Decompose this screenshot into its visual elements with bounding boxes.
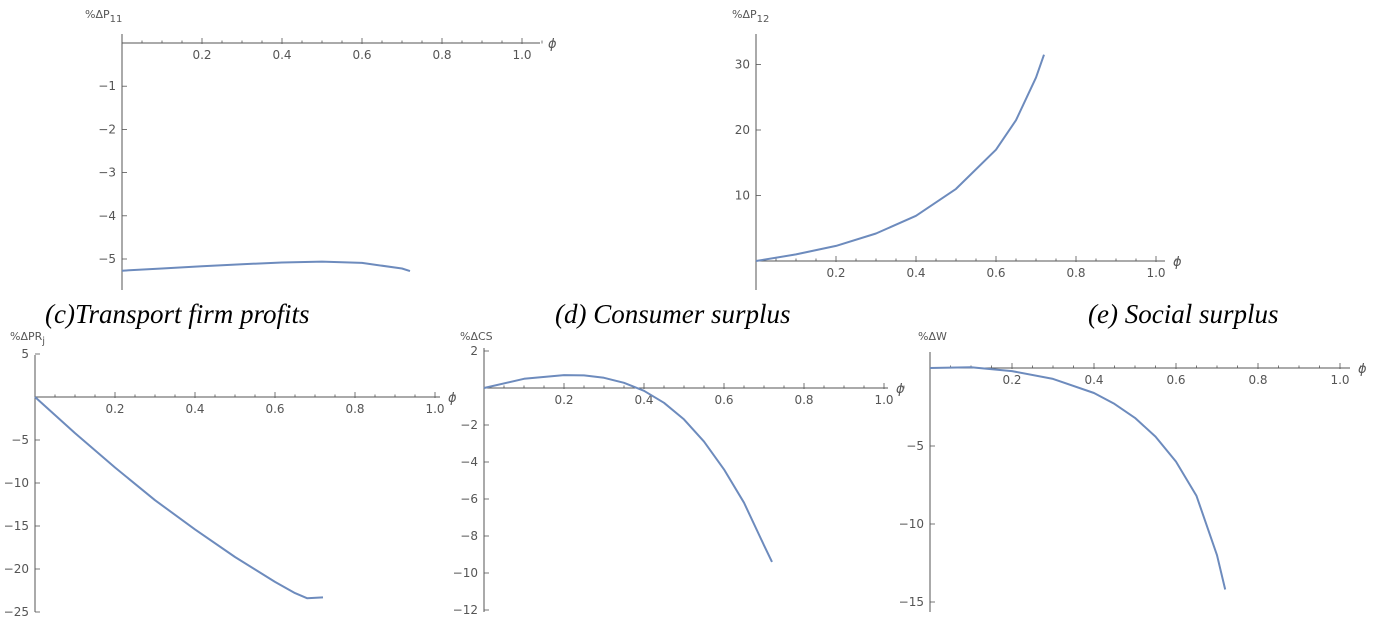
y-tick-label: −10 [4,476,29,490]
x-tick-label: 1.0 [512,48,531,62]
y-tick-label: −5 [98,252,116,266]
x-tick-label: 0.8 [1066,266,1085,280]
y-tick-label: −10 [453,566,478,580]
caption-consumer-surplus: (d) Consumer surplus [555,299,791,329]
x-tick-label: 0.4 [185,402,204,416]
y-axis-label: %ΔCS [460,330,493,343]
y-tick-label: −2 [460,418,478,432]
y-axis-label: %ΔPRj [10,330,45,347]
y-tick-label: −15 [4,519,29,533]
caption-social-surplus: (e) Social surplus [1088,299,1279,329]
y-tick-label: −5 [11,433,29,447]
x-tick-label: 0.2 [192,48,211,62]
chart-panel-p11: 0.2 0.4 0.6 0.8 1.0 −1 −2 −3 −4 −5 %ΔP11 ϕ [0,0,560,305]
x-tick-label: 0.6 [352,48,371,62]
x-tick-label: 0.2 [554,393,573,407]
chart-panel-cs: 0.2 0.4 0.6 0.8 1.0 2 −2 −4 −6 −8 −10 −12 %ΔCS ϕ [453,330,905,617]
x-tick-label: 0.8 [1248,373,1267,387]
y-axis-label: %ΔW [918,330,947,343]
x-tick-label: 0.2 [1002,373,1021,387]
x-axis-label: ϕ [548,37,557,52]
y-tick-label: −4 [460,455,478,469]
y-tick-label: −8 [460,529,478,543]
series-line [929,366,1227,590]
chart-svg-cs: 0.2 0.4 0.6 0.8 1.0 2 −2 −4 −6 −8 −10 −12 %ΔCS ϕ [453,330,905,617]
x-axis-label: ϕ [1358,362,1367,377]
chart-panel-p12: 0.2 0.4 0.6 0.8 1.0 10 20 30 %ΔP12 ϕ [0,0,1378,305]
y-tick-label: 2 [470,344,478,358]
y-tick-label: 20 [735,123,750,137]
y-tick-label: −10 [899,517,924,531]
y-tick-label: −2 [98,122,116,136]
x-tick-label: 1.0 [425,402,444,416]
x-axis-label: ϕ [448,391,457,406]
caption-transport-firm-profits: (c)Transport firm profits [45,299,310,329]
x-tick-label: 0.2 [826,266,845,280]
y-tick-label: −4 [98,209,116,223]
y-tick-label: −6 [460,492,478,506]
x-tick-label: 0.8 [432,48,451,62]
series-line [755,54,1045,262]
y-tick-label: −20 [4,562,29,576]
y-tick-label: −1 [98,79,116,93]
x-tick-label: 0.2 [105,402,124,416]
y-tick-label: −5 [906,439,924,453]
y-tick-label: −15 [899,595,924,609]
series-line [34,396,324,600]
x-tick-label: 1.0 [874,393,893,407]
x-tick-label: 0.8 [794,393,813,407]
chart-panel-pr: 0.2 0.4 0.6 0.8 1.0 5 −5 −10 −15 −20 −25 %ΔPRj ϕ [0,0,470,621]
y-tick-label: 5 [21,347,29,361]
series-line [483,374,773,563]
y-tick-label: −3 [98,166,116,180]
x-tick-label: 0.6 [1166,373,1185,387]
x-axis-label: ϕ [896,382,905,397]
x-tick-label: 0.4 [634,393,653,407]
x-tick-label: 0.6 [714,393,733,407]
y-tick-label: 30 [735,58,750,72]
y-tick-label: −12 [453,603,478,617]
x-tick-label: 0.8 [345,402,364,416]
x-tick-label: 0.6 [265,402,284,416]
x-axis-label: ϕ [1173,255,1182,270]
x-tick-label: 1.0 [1330,373,1349,387]
x-tick-label: 0.4 [1084,373,1103,387]
x-tick-label: 1.0 [1146,266,1165,280]
y-tick-label: 10 [735,189,750,203]
x-tick-label: 0.4 [272,48,291,62]
x-tick-label: 0.6 [986,266,1005,280]
series-line [121,260,411,273]
x-tick-label: 0.4 [906,266,925,280]
